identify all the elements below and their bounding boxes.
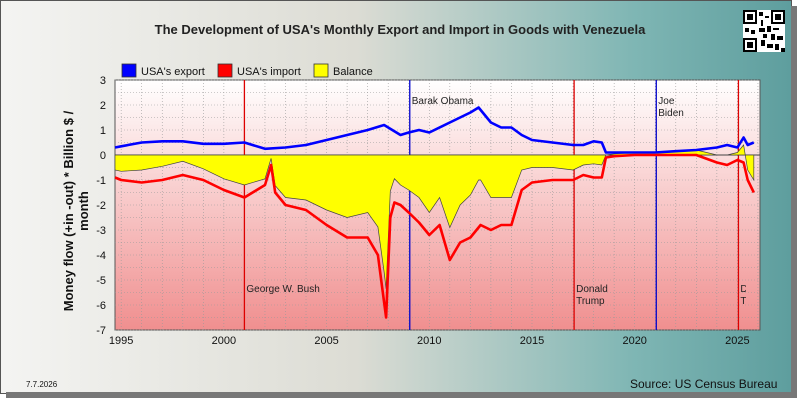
y-tick-label: -1 xyxy=(96,175,106,187)
y-tick-label: -2 xyxy=(96,200,106,212)
president-label: George W. Bush xyxy=(246,284,319,295)
legend: USA's export USA's import Balance xyxy=(121,63,373,78)
x-tick-label: 2020 xyxy=(622,335,646,347)
presidency-lines xyxy=(243,80,740,330)
x-tick-label: 1995 xyxy=(109,335,133,347)
y-axis-label: Money flow (+in -out) * Billion $ / mont… xyxy=(61,110,91,312)
y-tick-label: 2 xyxy=(100,100,106,112)
series-lines xyxy=(114,106,755,319)
qr-code xyxy=(743,10,785,52)
y-tick-label: 3 xyxy=(100,75,106,87)
y-tick-label: -5 xyxy=(96,275,106,287)
y-tick-labels: 3 2 1 0 -1 -2 -3 -4 -5 -6 -7 xyxy=(96,75,106,337)
legend-label: USA's export xyxy=(141,66,205,78)
x-tick-label: 2010 xyxy=(417,335,441,347)
y-tick-label: -4 xyxy=(96,250,106,262)
y-tick-label: 0 xyxy=(100,150,106,162)
legend-swatch xyxy=(313,63,329,78)
y-tick-label: -6 xyxy=(96,300,106,312)
president-label: Joe Biden xyxy=(658,96,684,119)
frame-shadow xyxy=(6,392,797,398)
legend-swatch xyxy=(121,63,137,78)
y-tick-label: 1 xyxy=(100,125,106,137)
chart-title: The Development of USA's Monthly Export … xyxy=(154,22,646,37)
source-note: Source: US Census Bureau xyxy=(630,377,778,391)
annotations: George W. Bush Barak Obama Donald Trump Joe B… xyxy=(246,96,772,307)
export-line xyxy=(114,106,755,154)
import-line xyxy=(114,153,755,319)
x-tick-label: 2015 xyxy=(520,335,544,347)
frame-shadow xyxy=(791,6,797,398)
legend-label: USA's import xyxy=(237,66,301,78)
x-tick-label: 2025 xyxy=(725,335,749,347)
y-tick-label: -3 xyxy=(96,225,106,237)
x-tick-label: 2000 xyxy=(212,335,236,347)
date-stamp: 7.7.2026 xyxy=(26,380,58,389)
y-tick-label: -7 xyxy=(96,325,106,337)
president-label: Barak Obama xyxy=(412,96,474,107)
x-tick-labels: 1995 2000 2005 2010 2015 2020 2025 xyxy=(109,335,750,347)
legend-label: Balance xyxy=(333,66,373,78)
legend-swatch xyxy=(217,63,233,78)
x-tick-label: 2005 xyxy=(314,335,338,347)
